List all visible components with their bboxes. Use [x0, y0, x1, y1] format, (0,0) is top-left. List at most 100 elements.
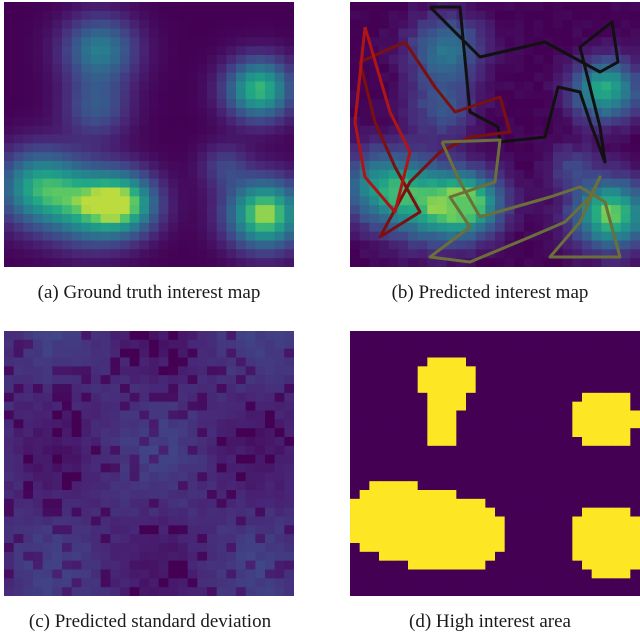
std-cell — [226, 339, 237, 350]
mask-cell — [524, 348, 535, 359]
mask-cell — [350, 498, 361, 509]
heatmap-cell — [139, 108, 150, 118]
mask-cell — [611, 569, 622, 579]
heatmap-cell — [591, 81, 602, 91]
heatmap-cell — [168, 63, 179, 74]
std-cell — [168, 543, 179, 553]
mask-cell — [620, 410, 631, 420]
std-cell — [13, 534, 24, 544]
heatmap-cell — [427, 108, 438, 118]
mask-cell — [369, 507, 380, 518]
mask-cell — [495, 339, 506, 350]
std-cell — [91, 472, 102, 482]
heatmap-cell — [158, 143, 169, 153]
heatmap-cell — [226, 10, 237, 21]
heatmap-cell — [100, 108, 111, 118]
heatmap-cell — [350, 72, 361, 83]
std-cell — [168, 525, 179, 535]
std-cell — [110, 331, 121, 341]
ground-truth-heatmap — [4, 2, 294, 267]
mask-cell — [543, 445, 554, 456]
std-cell — [149, 384, 160, 394]
heatmap-cell — [611, 99, 622, 109]
mask-cell — [485, 560, 496, 571]
std-cell — [274, 375, 285, 385]
std-cell — [4, 401, 15, 412]
heatmap-cell — [139, 28, 150, 38]
heatmap-cell — [591, 152, 602, 162]
heatmap-cell — [543, 134, 554, 144]
std-cell — [62, 428, 73, 438]
heatmap-cell — [149, 178, 160, 189]
heatmap-cell — [245, 46, 256, 56]
mask-cell — [524, 490, 535, 500]
heatmap-cell — [226, 178, 237, 189]
std-cell — [284, 392, 294, 403]
mask-cell — [475, 375, 486, 385]
heatmap-cell — [417, 152, 428, 162]
mask-cell — [446, 560, 457, 571]
heatmap-cell — [33, 222, 44, 233]
heatmap-cell — [620, 205, 631, 215]
mask-cell — [591, 472, 602, 482]
heatmap-cell — [236, 161, 247, 171]
mask-cell — [437, 498, 448, 509]
mask-cell — [369, 481, 380, 491]
std-cell — [81, 481, 92, 491]
std-cell — [245, 392, 256, 403]
heatmap-cell — [456, 46, 467, 56]
heatmap-cell — [611, 143, 622, 153]
mask-cell — [582, 498, 593, 509]
std-cell — [91, 348, 102, 359]
heatmap-cell — [52, 214, 63, 224]
std-cell — [158, 490, 169, 500]
std-cell — [255, 569, 266, 579]
heatmap-cell — [456, 134, 467, 144]
std-cell — [91, 543, 102, 553]
mask-cell — [398, 331, 409, 341]
std-cell — [33, 569, 44, 579]
heatmap-cell — [417, 222, 428, 233]
heatmap-cell — [620, 28, 631, 38]
heatmap-cell — [207, 19, 218, 30]
heatmap-cell — [284, 125, 294, 136]
mask-cell — [582, 534, 593, 544]
mask-cell — [630, 551, 640, 562]
heatmap-cell — [437, 231, 448, 242]
std-cell — [197, 410, 208, 420]
heatmap-cell — [255, 222, 266, 233]
heatmap-cell — [91, 152, 102, 162]
mask-cell — [388, 339, 399, 350]
std-cell — [149, 454, 160, 465]
std-cell — [120, 339, 131, 350]
mask-cell — [427, 375, 438, 385]
heatmap-cell — [178, 37, 189, 47]
mask-cell — [379, 569, 390, 579]
mask-cell — [475, 339, 486, 350]
mask-cell — [630, 410, 640, 420]
std-cell — [52, 401, 63, 412]
mask-cell — [553, 410, 564, 420]
heatmap-cell — [630, 10, 640, 21]
std-cell — [168, 419, 179, 429]
heatmap-cell — [71, 99, 82, 109]
heatmap-cell — [543, 125, 554, 136]
std-cell — [100, 481, 111, 491]
mask-cell — [398, 551, 409, 562]
std-cell — [81, 543, 92, 553]
mask-cell — [553, 516, 564, 526]
heatmap-cell — [226, 222, 237, 233]
std-cell — [139, 516, 150, 526]
std-cell — [62, 472, 73, 482]
std-cell — [187, 516, 198, 526]
heatmap-cell — [197, 108, 208, 118]
mask-cell — [446, 428, 457, 438]
mask-cell — [398, 507, 409, 518]
std-cell — [42, 375, 53, 385]
mask-cell — [562, 357, 573, 367]
std-cell — [13, 419, 24, 429]
mask-cell — [514, 560, 525, 571]
mask-cell — [408, 525, 419, 535]
heatmap-cell — [71, 134, 82, 144]
heatmap-cell — [475, 240, 486, 250]
